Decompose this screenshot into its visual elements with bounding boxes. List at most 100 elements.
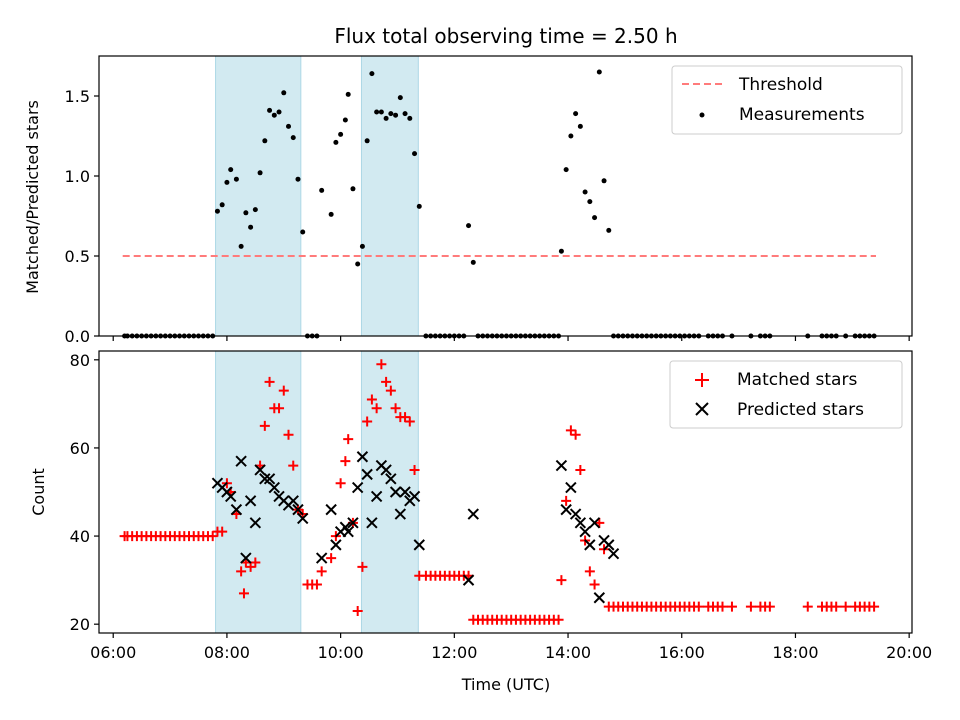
predicted-star-marker — [330, 539, 342, 551]
x-tick-label: 08:00 — [204, 643, 250, 662]
measurement-point — [563, 167, 569, 173]
predicted-star-marker — [394, 508, 407, 520]
matched-star-marker — [390, 403, 401, 414]
matched-star-marker — [404, 416, 415, 427]
matched-star-marker — [278, 385, 289, 396]
measurement-point — [412, 151, 418, 157]
predicted-star-marker — [361, 468, 373, 481]
matched-star-marker — [556, 575, 567, 586]
matched-star-marker — [207, 531, 218, 542]
predicted-star-marker — [342, 525, 354, 538]
measurement-point — [350, 186, 356, 192]
matched-star-marker — [575, 464, 586, 475]
measurement-point — [238, 243, 244, 249]
measurement-point — [587, 199, 593, 205]
measurement-point — [219, 202, 225, 208]
observing-interval-1 — [215, 55, 302, 337]
matched-star-marker — [570, 429, 581, 440]
predicted-star-marker — [249, 517, 262, 529]
matched-star-marker — [693, 601, 704, 612]
legend-predicted-label: Predicted stars — [737, 400, 864, 420]
x-axis-label: Time (UTC) — [461, 675, 550, 694]
predicted-star-marker — [607, 547, 620, 560]
measurement-point — [568, 133, 574, 139]
legend-threshold-label: Threshold — [738, 75, 823, 95]
top-frame — [98, 55, 913, 337]
matched-star-marker — [340, 456, 351, 467]
top-shaded-intervals — [215, 55, 419, 337]
matched-star-marker — [288, 460, 299, 471]
predicted-star-marker — [565, 481, 577, 494]
matched-star-marker — [561, 495, 572, 506]
matched-star-marker — [238, 588, 249, 599]
matched-star-marker — [357, 561, 368, 572]
predicted-star-marker — [408, 490, 421, 503]
measurement-point — [466, 223, 472, 229]
measurement-point — [573, 111, 579, 117]
measurement-point — [338, 131, 344, 137]
predicted-star-marker — [366, 517, 378, 529]
measurement-point — [290, 135, 296, 141]
predicted-star-marker — [244, 495, 257, 507]
measurement-point — [369, 71, 375, 77]
measurement-point — [276, 109, 282, 115]
measurement-point — [592, 215, 598, 221]
legend-measurement-swatch — [699, 112, 705, 118]
measurement-point — [374, 109, 380, 115]
predicted-star-marker — [560, 503, 572, 516]
top-axes: 0.0 0.5 1.0 1.5 — [65, 55, 913, 346]
measurement-point — [281, 90, 287, 96]
matched-star-marker — [283, 429, 294, 440]
matched-star-marker — [831, 601, 842, 612]
x-tick-label: 12:00 — [431, 643, 477, 662]
top-y-tick-label: 1.5 — [65, 87, 90, 106]
legend-matched-swatch — [695, 373, 709, 387]
predicted-star-marker — [351, 481, 364, 494]
measurement-point — [248, 224, 254, 230]
bottom-frame — [98, 350, 913, 634]
top-panel: 0.0 0.5 1.0 1.5 Matched/Predicted stars Thr… — [23, 55, 913, 346]
measurement-point — [333, 139, 339, 145]
predicted-star-marker — [574, 517, 587, 529]
matched-star-marker — [264, 376, 275, 387]
measurement-point — [267, 107, 273, 113]
matched-star-marker — [802, 601, 813, 612]
measurement-point — [342, 117, 348, 123]
predicted-star-marker — [347, 517, 359, 529]
matched-star-marker — [335, 478, 346, 489]
bottom-panel: 20 40 60 80 06:00 08:00 10:00 12:00 14:00 16:00 18… — [29, 350, 932, 694]
matched-star-marker — [236, 566, 247, 577]
measurement-point — [407, 115, 413, 121]
predicted-star-marker — [603, 539, 615, 551]
matched-star-marker — [311, 579, 322, 590]
bottom-axes: 20 40 60 80 06:00 08:00 10:00 12:00 14:00 16:00 18… — [70, 350, 932, 662]
measurement-point — [596, 69, 602, 75]
top-y-tick-label: 0.0 — [65, 327, 90, 346]
measurement-point — [252, 207, 258, 213]
measurement-point — [388, 111, 394, 117]
measurement-point — [345, 91, 351, 97]
measurement-point — [243, 210, 249, 216]
bottom-y-axis-label: Count — [29, 468, 48, 516]
matched-star-marker — [376, 359, 387, 370]
x-tick-label: 18:00 — [772, 643, 818, 662]
matched-star-marker — [400, 412, 411, 423]
matched-star-marker — [366, 394, 377, 405]
predicted-star-marker — [263, 473, 276, 485]
measurement-point — [601, 178, 607, 184]
predicted-star-marker — [399, 486, 411, 498]
matched-star-marker — [565, 425, 576, 436]
x-tick-label: 16:00 — [659, 643, 705, 662]
bottom-y-tick-label: 60 — [70, 439, 90, 458]
predicted-star-marker — [467, 508, 479, 520]
measurement-point — [214, 208, 220, 214]
bottom-y-tick-label: 20 — [70, 615, 90, 634]
bottom-legend: Matched stars Predicted stars — [669, 360, 903, 429]
measurement-point — [228, 167, 234, 173]
predicted-star-marker — [370, 490, 383, 503]
measurement-point — [262, 138, 268, 144]
legend-matched-label: Matched stars — [737, 370, 857, 390]
predicted-star-marker — [462, 574, 475, 586]
measurement-point — [328, 211, 334, 217]
